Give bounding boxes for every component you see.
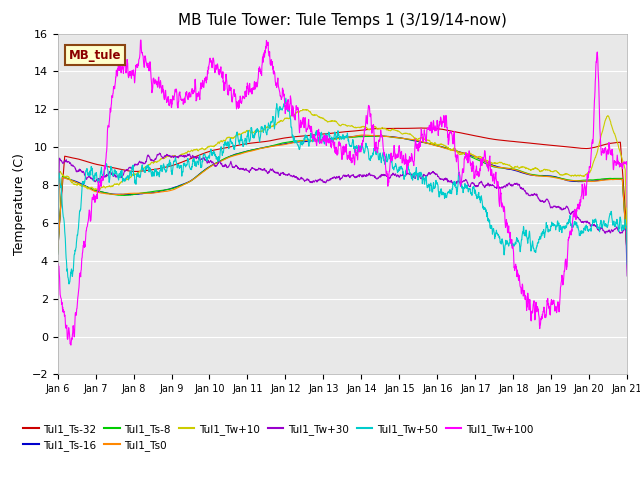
Tul1_Tw+30 (502, 182, 510, 188)
Tul1_Ts-8 (623, 252, 631, 258)
Tul1_Tw+30 (607, 228, 615, 234)
Tul1_Tw+10 (607, 119, 614, 125)
Tul1_Ts-32 (623, 232, 631, 238)
Tul1_Tw+10 (299, 107, 307, 112)
Tul1_Ts-16 (316, 137, 323, 143)
Tul1_Tw+100 (54, 296, 61, 302)
Tul1_Tw+100 (623, 204, 631, 210)
Tul1_Ts0 (54, 252, 61, 257)
Line: Tul1_Ts-8: Tul1_Ts-8 (58, 136, 627, 255)
Tul1_Ts-32 (607, 140, 614, 146)
Tul1_Ts-8 (331, 136, 339, 142)
Tul1_Ts-32 (83, 158, 90, 164)
Tul1_Ts-8 (607, 176, 614, 181)
Tul1_Tw+30 (607, 230, 614, 236)
Tul1_Tw+100 (607, 152, 615, 157)
Tul1_Tw+10 (316, 115, 324, 120)
Tul1_Ts-32 (502, 138, 510, 144)
Tul1_Ts-32 (607, 140, 615, 146)
Tul1_Ts0 (359, 132, 367, 138)
Tul1_Tw+10 (607, 121, 615, 127)
Tul1_Tw+100 (83, 224, 91, 230)
Line: Tul1_Tw+30: Tul1_Tw+30 (58, 153, 627, 276)
Tul1_Tw+100 (503, 219, 511, 225)
Tul1_Ts0 (607, 177, 614, 182)
Tul1_Tw+10 (502, 162, 510, 168)
Y-axis label: Temperature (C): Temperature (C) (13, 153, 26, 255)
Tul1_Tw+10 (83, 185, 90, 191)
Tul1_Ts-16 (373, 133, 381, 139)
Tul1_Ts0 (316, 138, 323, 144)
Tul1_Ts-16 (623, 253, 631, 259)
Tul1_Tw+30 (623, 273, 631, 279)
Tul1_Ts0 (502, 165, 510, 171)
Tul1_Ts0 (607, 177, 615, 182)
Line: Tul1_Ts-16: Tul1_Ts-16 (58, 136, 627, 256)
Tul1_Tw+10 (623, 246, 631, 252)
Tul1_Tw+50 (503, 241, 511, 247)
Tul1_Tw+50 (607, 208, 615, 214)
Tul1_Tw+30 (156, 150, 163, 156)
Tul1_Tw+50 (316, 136, 324, 142)
Tul1_Tw+100 (316, 139, 324, 144)
Tul1_Ts-8 (54, 251, 61, 256)
Tul1_Ts0 (83, 185, 90, 191)
Tul1_Tw+50 (607, 209, 615, 215)
Tul1_Ts-32 (331, 130, 339, 136)
Tul1_Tw+30 (316, 176, 324, 182)
Tul1_Tw+100 (137, 37, 145, 43)
Tul1_Ts-16 (502, 166, 510, 172)
Tul1_Ts0 (623, 253, 631, 259)
Tul1_Ts-8 (502, 165, 510, 171)
Tul1_Tw+30 (54, 245, 61, 251)
Tul1_Tw+50 (623, 261, 631, 267)
Tul1_Tw+10 (331, 118, 339, 124)
Tul1_Tw+100 (67, 342, 75, 348)
Tul1_Tw+50 (65, 281, 73, 287)
Tul1_Ts-16 (54, 251, 61, 257)
Line: Tul1_Ts0: Tul1_Ts0 (58, 135, 627, 256)
Tul1_Tw+30 (331, 174, 339, 180)
Tul1_Ts-8 (83, 184, 90, 190)
Tul1_Ts-32 (54, 243, 61, 249)
Tul1_Ts-8 (316, 138, 323, 144)
Line: Tul1_Tw+10: Tul1_Tw+10 (58, 109, 627, 249)
Tul1_Ts-16 (83, 183, 90, 189)
Line: Tul1_Ts-32: Tul1_Ts-32 (58, 128, 627, 246)
Tul1_Ts-32 (316, 132, 323, 137)
Tul1_Tw+50 (332, 130, 339, 136)
Legend: Tul1_Ts-32, Tul1_Ts-16, Tul1_Ts-8, Tul1_Ts0, Tul1_Tw+10, Tul1_Tw+30, Tul1_Tw+50,: Tul1_Ts-32, Tul1_Ts-16, Tul1_Ts-8, Tul1_… (23, 424, 533, 451)
Tul1_Tw+30 (83, 177, 90, 182)
Tul1_Tw+50 (282, 96, 290, 101)
Tul1_Tw+100 (607, 147, 615, 153)
Tul1_Tw+10 (54, 245, 61, 251)
Tul1_Ts-8 (607, 176, 615, 181)
Tul1_Tw+50 (54, 252, 61, 257)
Text: MB_tule: MB_tule (69, 49, 122, 62)
Title: MB Tule Tower: Tule Temps 1 (3/19/14-now): MB Tule Tower: Tule Temps 1 (3/19/14-now… (178, 13, 507, 28)
Tul1_Ts0 (331, 136, 339, 142)
Tul1_Tw+50 (83, 166, 91, 171)
Tul1_Ts-32 (418, 125, 426, 131)
Tul1_Ts-16 (331, 135, 339, 141)
Line: Tul1_Tw+100: Tul1_Tw+100 (58, 40, 627, 345)
Tul1_Tw+100 (332, 150, 339, 156)
Line: Tul1_Tw+50: Tul1_Tw+50 (58, 98, 627, 284)
Tul1_Ts-8 (369, 133, 376, 139)
Tul1_Ts-16 (607, 176, 615, 182)
Tul1_Ts-16 (607, 176, 614, 182)
